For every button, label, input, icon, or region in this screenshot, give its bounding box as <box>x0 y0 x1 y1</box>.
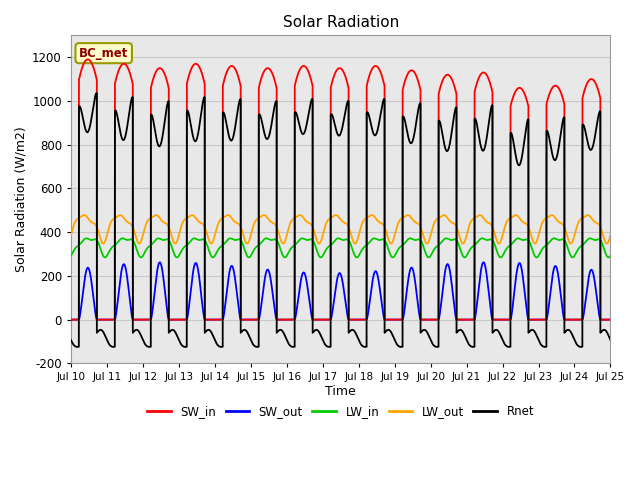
Title: Solar Radiation: Solar Radiation <box>283 15 399 30</box>
X-axis label: Time: Time <box>325 385 356 398</box>
Text: BC_met: BC_met <box>79 47 129 60</box>
Y-axis label: Solar Radiation (W/m2): Solar Radiation (W/m2) <box>15 127 28 272</box>
Legend: SW_in, SW_out, LW_in, LW_out, Rnet: SW_in, SW_out, LW_in, LW_out, Rnet <box>143 401 539 423</box>
